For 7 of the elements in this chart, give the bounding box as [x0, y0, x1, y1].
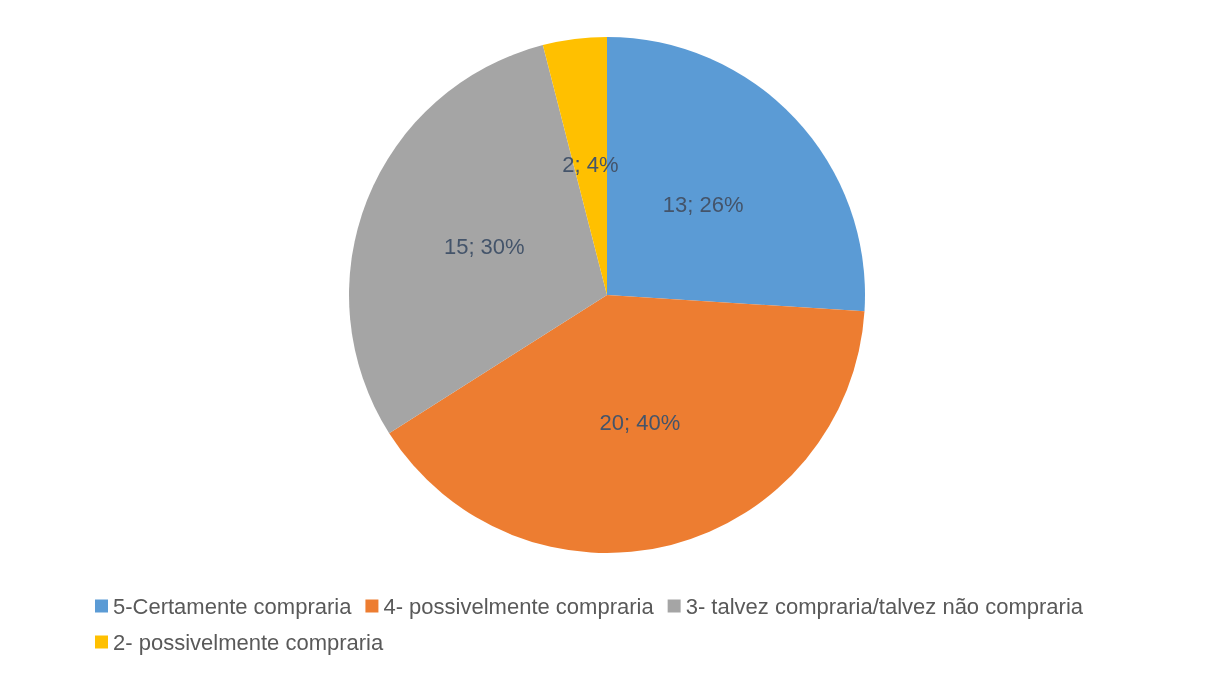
legend-label: 4- possivelmente compraria [383, 593, 655, 619]
legend-label: 5-Certamente compraria [113, 593, 353, 619]
legend-label: 2- possivelmente compraria [113, 629, 384, 655]
data-label: 13; 26% [662, 192, 744, 218]
legend-label: 3- talvez compraria/talvez não compraria [685, 593, 1084, 619]
data-label: 20; 40% [599, 410, 681, 436]
data-label: 15; 30% [443, 233, 525, 259]
